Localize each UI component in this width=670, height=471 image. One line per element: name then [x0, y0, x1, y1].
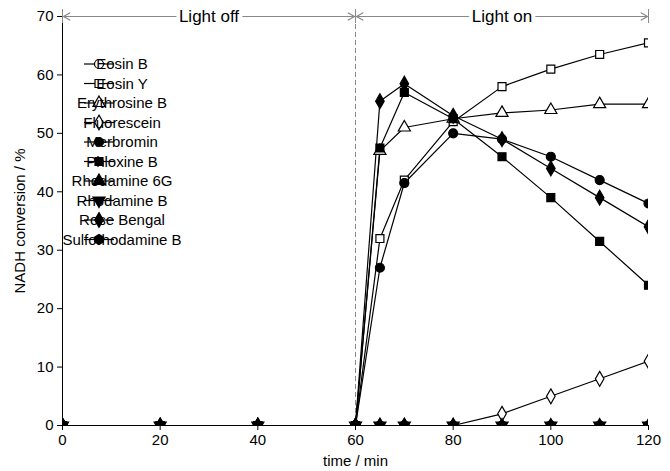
svg-text:20: 20: [152, 431, 169, 448]
svg-text:50: 50: [37, 124, 54, 141]
svg-text:120: 120: [636, 431, 661, 448]
svg-text:40: 40: [249, 431, 266, 448]
svg-text:Light on: Light on: [472, 7, 533, 26]
svg-text:60: 60: [37, 66, 54, 83]
svg-text:70: 70: [37, 7, 54, 24]
svg-text:Rose Bengal: Rose Bengal: [79, 211, 165, 228]
svg-text:Light off: Light off: [179, 7, 239, 26]
svg-text:time / min: time / min: [323, 452, 388, 469]
svg-text:Phloxine B: Phloxine B: [86, 153, 158, 170]
svg-text:0: 0: [45, 416, 53, 433]
svg-text:10: 10: [37, 358, 54, 375]
svg-text:60: 60: [347, 431, 364, 448]
svg-text:NADH conversion / %: NADH conversion / %: [11, 148, 28, 293]
svg-text:Sulforhodamine B: Sulforhodamine B: [62, 231, 181, 248]
svg-text:Merbromin: Merbromin: [86, 133, 158, 150]
svg-text:80: 80: [445, 431, 462, 448]
svg-text:Fluorescein: Fluorescein: [83, 114, 161, 131]
svg-text:Rhodamine B: Rhodamine B: [77, 192, 168, 209]
svg-text:0: 0: [58, 431, 66, 448]
svg-text:100: 100: [538, 431, 563, 448]
svg-text:20: 20: [37, 299, 54, 316]
svg-text:Eosin Y: Eosin Y: [96, 75, 147, 92]
svg-text:Erythrosine B: Erythrosine B: [77, 94, 167, 111]
svg-text:Eosin B: Eosin B: [96, 55, 148, 72]
svg-text:40: 40: [37, 183, 54, 200]
svg-text:Rhodamine 6G: Rhodamine 6G: [72, 172, 173, 189]
svg-text:30: 30: [37, 241, 54, 258]
